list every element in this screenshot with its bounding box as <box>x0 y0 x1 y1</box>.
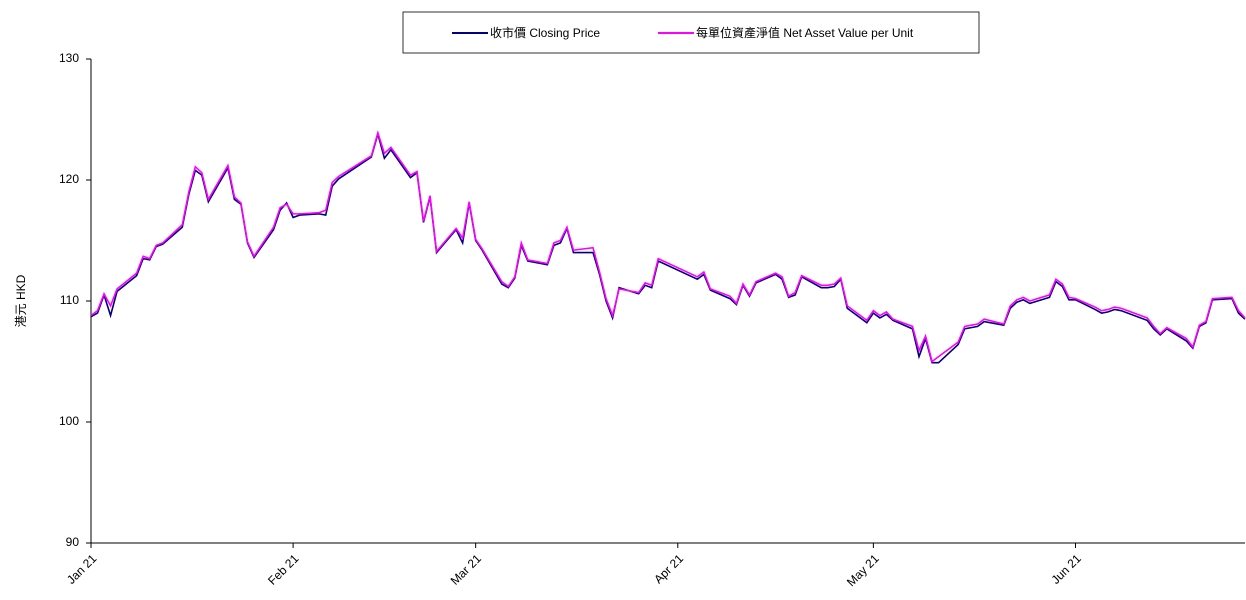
y-tick-label: 90 <box>66 535 80 549</box>
y-tick-label: 120 <box>59 172 79 186</box>
x-tick-label: Mar 21 <box>448 551 485 588</box>
x-tick-label: Feb 21 <box>265 551 302 588</box>
x-tick-label: Jun 21 <box>1048 551 1084 587</box>
y-tick-label: 130 <box>59 51 79 65</box>
legend-label: 收市價 Closing Price <box>490 25 600 40</box>
x-tick-label: Apr 21 <box>651 551 686 586</box>
legend-label: 每單位資產淨值 Net Asset Value per Unit <box>696 25 914 40</box>
y-tick-label: 110 <box>60 293 79 307</box>
y-axis-label: 港元 HKD <box>14 274 28 327</box>
y-tick-label: 100 <box>59 414 79 428</box>
x-tick-label: Jan 21 <box>64 551 100 587</box>
series-line <box>90 130 1246 363</box>
series-line <box>90 131 1246 364</box>
x-tick-label: May 21 <box>844 551 882 589</box>
